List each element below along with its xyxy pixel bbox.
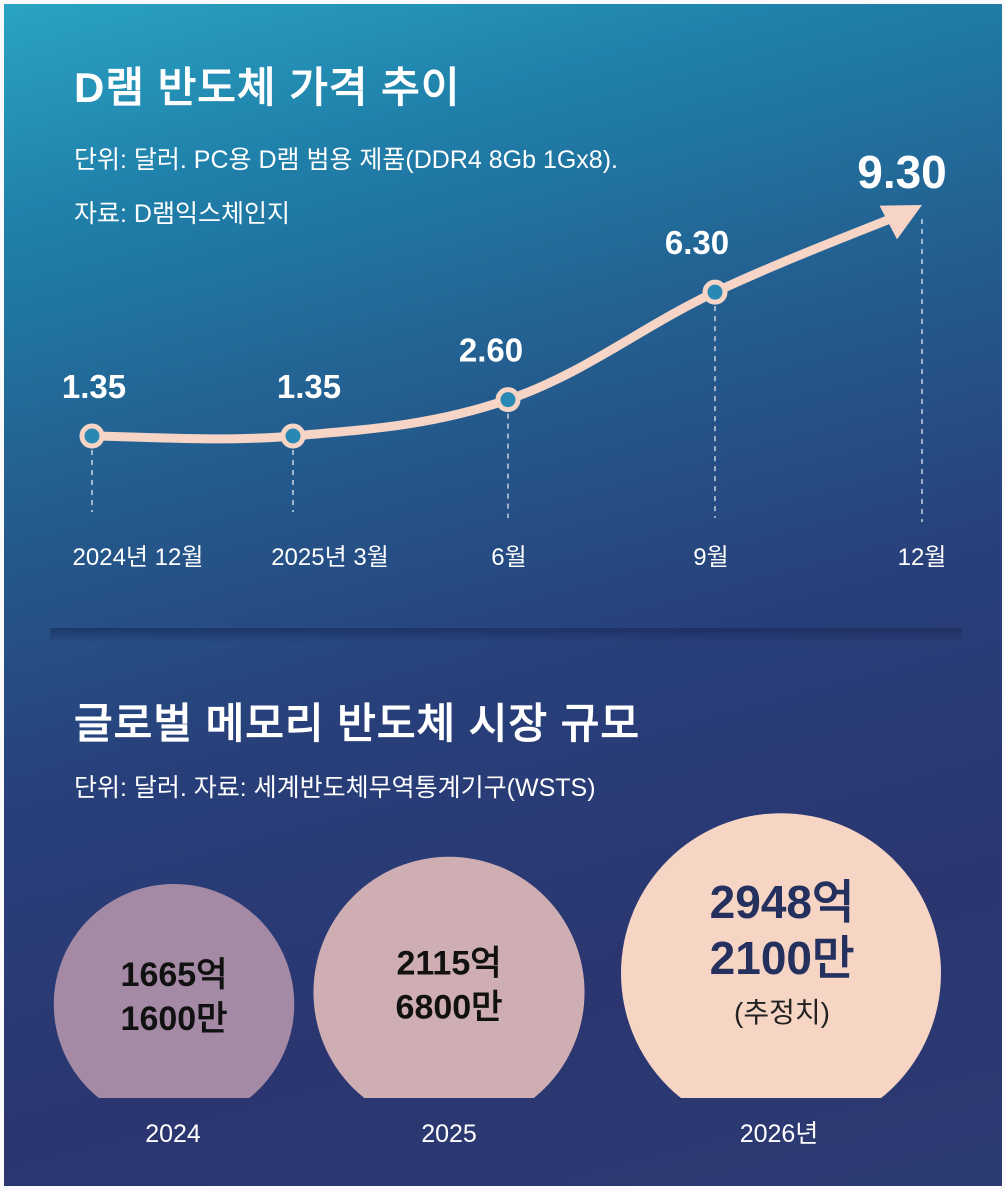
bubble (313, 856, 585, 1098)
chart2-subtitle: 단위: 달러. 자료: 세계반도체무역통계기구(WSTS) (74, 774, 596, 802)
bubble-category-label: 2025 (421, 1120, 477, 1148)
bubble-category-label: 2026년 (740, 1120, 819, 1148)
data-point (280, 423, 306, 449)
bubble-value-label: 2100만 (710, 932, 855, 984)
bubble-value-label: 1665억 (121, 956, 228, 994)
bubble-value-label: 2948억 (710, 876, 855, 928)
x-tick-label: 2024년 12월 (73, 544, 204, 571)
data-point (495, 387, 521, 413)
x-tick-label: 12월 (898, 544, 947, 571)
chart2-title: 글로벌 메모리 반도체 시장 규모 (74, 700, 640, 747)
x-tick-label: 2025년 3월 (271, 544, 389, 571)
bubble (621, 813, 941, 1098)
arrow-head (879, 205, 922, 240)
data-point (79, 423, 105, 449)
data-label: 6.30 (665, 224, 729, 261)
bubble (53, 883, 295, 1098)
chart1-title: D램 반도체 가격 추이 (74, 64, 461, 111)
section-divider (50, 628, 962, 642)
chart1-subtitle: 단위: 달러. PC용 D램 범용 제품(DDR4 8Gb 1Gx8). (74, 146, 618, 174)
data-label: 2.60 (459, 332, 523, 369)
bubble-value-label: 1600만 (121, 1000, 228, 1038)
data-label: 1.35 (62, 368, 126, 405)
estimate-note: (추정치) (734, 997, 830, 1028)
x-tick-label: 9월 (693, 544, 728, 571)
bubble-value-label: 2115억 (396, 944, 501, 982)
chart1-source: 자료: D램익스체인지 (74, 200, 290, 228)
data-label: 9.30 (857, 146, 947, 198)
data-point (702, 279, 728, 305)
bubble-value-label: 6800만 (396, 988, 503, 1026)
data-label: 1.35 (277, 368, 341, 405)
bubble-category-label: 2024 (145, 1120, 201, 1148)
x-tick-label: 6월 (491, 544, 526, 571)
